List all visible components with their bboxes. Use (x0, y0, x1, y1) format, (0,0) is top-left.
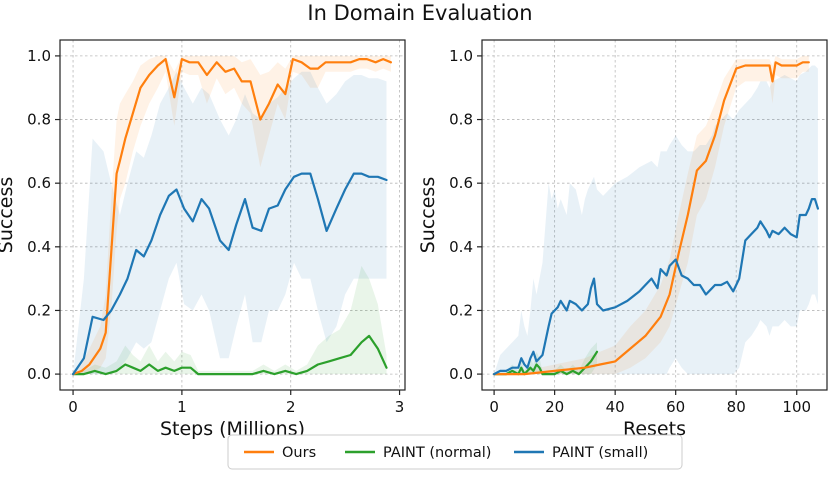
panel-2-line-ours (493, 61, 810, 376)
panel-2: 0 20 40 60 80 1000.00.20.40.60.81.0ResetsSucc… (417, 39, 828, 440)
legend-label-paint-small: PAINT (small) (552, 445, 648, 461)
panel-2-xtick-label-5: 100 (782, 398, 811, 416)
panel-1-band-ours (73, 55, 391, 375)
panel-2-xtick-label-4: 80 (727, 398, 746, 416)
legend-label-ours: Ours (282, 445, 316, 461)
panel-2-xtick-label-3: 60 (666, 398, 685, 416)
panel-1-band-paint-normal (73, 265, 387, 375)
panel-1-line-paint-small (71, 172, 388, 376)
panel-2-line-paint-normal (493, 350, 599, 376)
legend: Ours PAINT (normal) PAINT (small) (227, 434, 683, 470)
panel-1-ylabel: Success (0, 177, 17, 253)
panel-1-ytick-label-3: 0.6 (27, 174, 51, 192)
legend-frame (227, 434, 683, 470)
panel-1-xtick-label-2: 2 (286, 398, 296, 416)
panel-1-ytick-label-0: 0.0 (27, 365, 51, 383)
panel-1-series (71, 55, 392, 376)
panel-2-ytick-label-5: 1.0 (449, 47, 473, 65)
figure-title: In Domain Evaluation (307, 1, 532, 25)
legend-label-paint-normal: PAINT (normal) (383, 445, 491, 461)
panel-1-ytick-label-2: 0.4 (27, 238, 51, 256)
panel-1-band-paint-small (73, 71, 387, 375)
panel-2-xtick-label-1: 20 (545, 398, 564, 416)
panel-2-line-paint-small (493, 198, 820, 376)
panel-2-ytick-label-2: 0.4 (449, 238, 473, 256)
panel-1-line-paint-normal (71, 334, 388, 376)
panel-2-frame (481, 39, 828, 391)
panel-2-xtick-label-2: 40 (606, 398, 625, 416)
panel-2-ytick-label-1: 0.2 (449, 301, 473, 319)
panel-2-ylabel: Success (417, 177, 439, 253)
panel-2-ytick-label-4: 0.8 (449, 111, 473, 129)
panel-1-frame (59, 39, 406, 391)
panel-1-ytick-label-4: 0.8 (27, 111, 51, 129)
panel-1-ytick-label-5: 1.0 (27, 47, 51, 65)
panel-2-band-ours (494, 55, 809, 375)
panel-2-ytick-label-0: 0.0 (449, 365, 473, 383)
panel-2-xtick-label-0: 0 (489, 398, 499, 416)
panel-1-line-ours (71, 57, 392, 376)
panel-2-band-paint-small (494, 65, 818, 375)
panel-1-ytick-label-1: 0.2 (27, 301, 51, 319)
panel-2-ytick-label-3: 0.6 (449, 174, 473, 192)
panel-1-xtick-label-0: 0 (68, 398, 78, 416)
panel-1-xtick-label-3: 3 (395, 398, 405, 416)
panel-2-series (493, 55, 820, 376)
panel-1-xtick-label-1: 1 (177, 398, 187, 416)
